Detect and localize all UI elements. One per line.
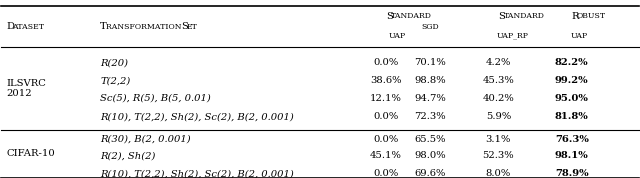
Text: 4.2%: 4.2% <box>486 58 511 67</box>
Text: 8.0%: 8.0% <box>486 169 511 178</box>
Text: ET: ET <box>186 23 197 31</box>
Text: 98.1%: 98.1% <box>555 151 589 160</box>
Text: T(2,2): T(2,2) <box>100 76 131 85</box>
Text: ILSVRC
2012: ILSVRC 2012 <box>6 79 46 98</box>
Text: 98.8%: 98.8% <box>415 76 446 85</box>
Text: D: D <box>6 22 15 31</box>
Text: 94.7%: 94.7% <box>414 94 446 103</box>
Text: 95.0%: 95.0% <box>555 94 589 103</box>
Text: ATASET: ATASET <box>12 23 44 31</box>
Text: UAP_RP: UAP_RP <box>497 32 529 40</box>
Text: 98.0%: 98.0% <box>415 151 446 160</box>
Text: 76.3%: 76.3% <box>555 135 589 144</box>
Text: 45.1%: 45.1% <box>370 151 401 160</box>
Text: RANSFORMATION: RANSFORMATION <box>106 23 184 31</box>
Text: 12.1%: 12.1% <box>370 94 401 103</box>
Text: R(10), T(2,2), Sh(2), Sc(2), B(2, 0.001): R(10), T(2,2), Sh(2), Sc(2), B(2, 0.001) <box>100 112 294 121</box>
Text: TANDARD: TANDARD <box>504 12 545 20</box>
Text: 99.2%: 99.2% <box>555 76 589 85</box>
Text: UAP: UAP <box>571 32 588 40</box>
Text: UAP: UAP <box>388 32 406 40</box>
Text: R(20): R(20) <box>100 58 128 67</box>
Text: S: S <box>386 12 392 21</box>
Text: 0.0%: 0.0% <box>373 58 398 67</box>
Text: 0.0%: 0.0% <box>373 169 398 178</box>
Text: 69.6%: 69.6% <box>415 169 446 178</box>
Text: R(30), B(2, 0.001): R(30), B(2, 0.001) <box>100 135 191 144</box>
Text: OBUST: OBUST <box>577 12 606 20</box>
Text: 78.9%: 78.9% <box>555 169 589 178</box>
Text: 0.0%: 0.0% <box>373 135 398 144</box>
Text: R: R <box>572 12 579 21</box>
Text: S: S <box>499 12 506 21</box>
Text: S: S <box>181 22 188 31</box>
Text: 40.2%: 40.2% <box>483 94 515 103</box>
Text: R(2), Sh(2): R(2), Sh(2) <box>100 151 156 160</box>
Text: 82.2%: 82.2% <box>555 58 589 67</box>
Text: 81.8%: 81.8% <box>555 112 589 121</box>
Text: 52.3%: 52.3% <box>483 151 514 160</box>
Text: CIFAR-10: CIFAR-10 <box>6 150 55 158</box>
Text: 70.1%: 70.1% <box>414 58 446 67</box>
Text: SGD: SGD <box>421 23 439 31</box>
Text: 38.6%: 38.6% <box>370 76 401 85</box>
Text: T: T <box>100 22 107 31</box>
Text: 5.9%: 5.9% <box>486 112 511 121</box>
Text: 45.3%: 45.3% <box>483 76 515 85</box>
Text: 3.1%: 3.1% <box>486 135 511 144</box>
Text: 0.0%: 0.0% <box>373 112 398 121</box>
Text: TANDARD: TANDARD <box>391 12 431 20</box>
Text: Sc(5), R(5), B(5, 0.01): Sc(5), R(5), B(5, 0.01) <box>100 94 211 103</box>
Text: 72.3%: 72.3% <box>415 112 446 121</box>
Text: R(10), T(2,2), Sh(2), Sc(2), B(2, 0.001): R(10), T(2,2), Sh(2), Sc(2), B(2, 0.001) <box>100 169 294 178</box>
Text: 65.5%: 65.5% <box>415 135 446 144</box>
